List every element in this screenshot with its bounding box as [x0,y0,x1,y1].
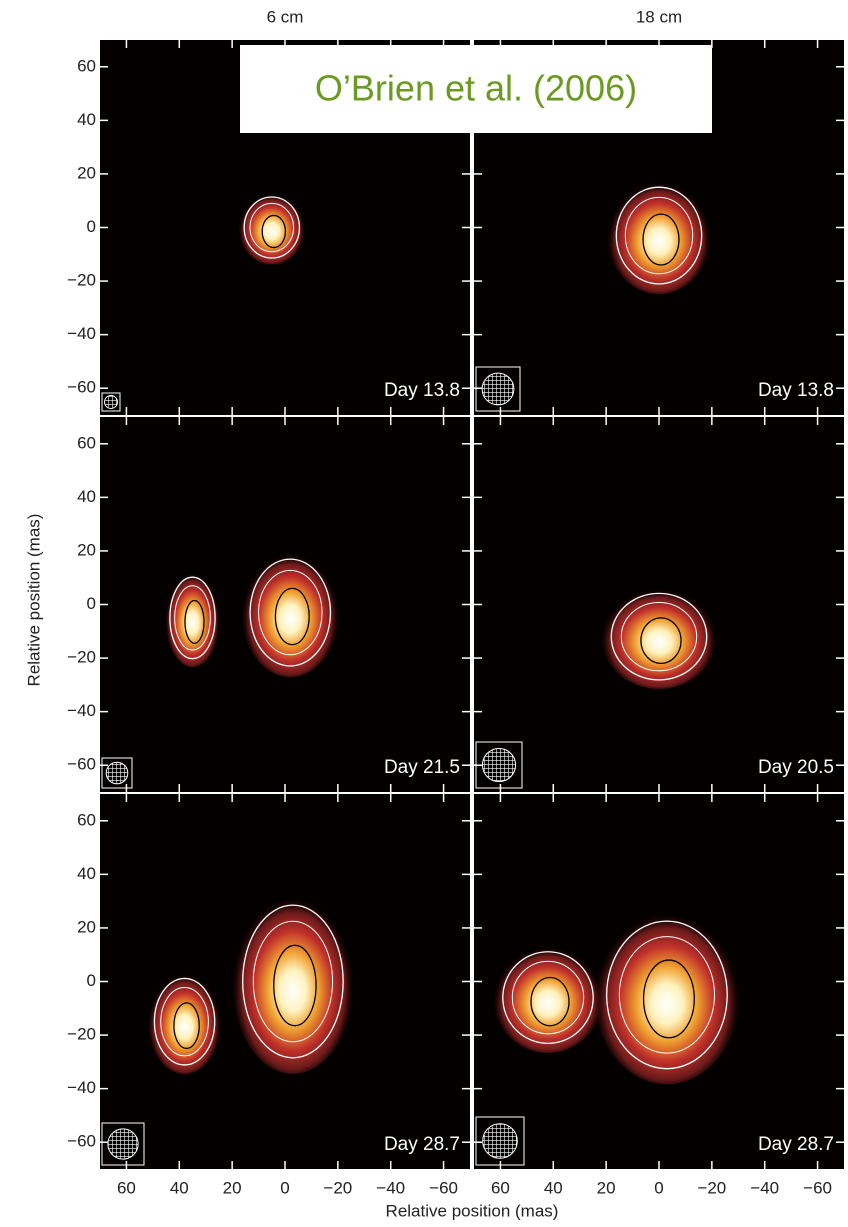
y-tick-label: 20 [77,917,96,936]
x-axis-label: Relative position (mas) [386,1201,559,1220]
contour [615,186,703,285]
contour [174,585,211,651]
contour [618,936,716,1054]
beam-box [101,1122,145,1166]
contour [249,202,295,253]
beam-box [101,392,121,412]
contour [606,920,728,1070]
emission [493,942,603,1054]
x-tick-label: −20 [323,1178,352,1197]
beam [481,372,515,406]
contour [511,960,585,1035]
y-tick-label: −60 [67,378,96,397]
panel: Day 28.7 [474,794,844,1169]
emission [601,584,717,690]
y-tick-label: −40 [67,701,96,720]
contour [169,576,216,660]
contour [502,951,594,1045]
contour [640,617,682,665]
contour [242,904,344,1059]
column-title: 6 cm [267,7,304,26]
y-tick-label: −60 [67,755,96,774]
contour [261,214,287,249]
contour [620,601,698,672]
panel: Day 20.5 [474,417,844,792]
y-tick-label: −40 [67,324,96,343]
contour [642,213,680,266]
y-tick-label: 40 [77,487,96,506]
contour [243,196,301,259]
column-title: 18 cm [636,7,682,26]
emission [165,568,220,668]
contour [160,987,209,1057]
panel: Day 21.5 [100,417,470,792]
emission [232,889,354,1074]
beam [107,1128,139,1160]
x-tick-label: 0 [654,1178,663,1197]
contour [530,976,570,1027]
y-tick-label: 20 [77,163,96,182]
emission [238,190,306,265]
y-axis-label: Relative position (mas) [24,514,43,687]
y-tick-label: −40 [67,1078,96,1097]
day-label: Day 13.8 [384,380,460,401]
day-label: Day 28.7 [758,1134,834,1155]
contour [252,920,334,1043]
x-tick-label: 40 [170,1178,189,1197]
emission [593,905,740,1085]
y-tick-label: 60 [77,433,96,452]
panels: Day 13.8 Day 13.8 Day 21.5 Day 20.5 Day 28.7… [100,40,844,1169]
x-tick-label: 0 [280,1178,289,1197]
x-tick-label: −40 [376,1178,405,1197]
contour [173,1002,200,1050]
contour [273,944,317,1027]
x-tick-label: 60 [117,1178,136,1197]
y-tick-label: 0 [87,217,96,236]
x-tick-label: −60 [429,1178,458,1197]
contour [249,558,332,667]
y-tick-label: 40 [77,864,96,883]
panel: Day 28.7 [100,794,470,1169]
emission [148,969,222,1075]
beam [105,761,129,785]
contour [274,587,310,646]
y-tick-label: −20 [67,271,96,290]
x-tick-label: −20 [697,1178,726,1197]
beam [482,1123,518,1159]
contour [184,599,205,644]
y-tick-label: −20 [67,1025,96,1044]
x-tick-label: 60 [491,1178,510,1197]
x-tick-label: 20 [223,1178,242,1197]
y-tick-label: −60 [67,1132,96,1151]
contour [610,592,708,681]
y-tick-label: 60 [77,810,96,829]
y-tick-label: −20 [67,648,96,667]
x-tick-label: 40 [544,1178,563,1197]
contour [624,196,694,275]
y-tick-label: 40 [77,110,96,129]
y-tick-label: 0 [87,594,96,613]
beam-box [475,366,521,412]
y-tick-label: 0 [87,971,96,990]
annotation: O’Brien et al. (2006) [315,68,637,109]
contour [153,977,216,1066]
day-label: Day 13.8 [758,380,834,401]
day-label: Day 20.5 [758,757,834,778]
y-tick-label: 20 [77,540,96,559]
x-tick-label: −40 [750,1178,779,1197]
emission [241,547,339,678]
x-tick-label: −60 [803,1178,832,1197]
day-label: Day 21.5 [384,757,460,778]
contour [258,569,323,656]
beam [481,747,517,783]
beam [104,395,118,409]
y-tick-label: 60 [77,56,96,75]
contour [642,959,695,1039]
x-tick-label: 20 [597,1178,616,1197]
annotation-box [240,45,712,133]
day-label: Day 28.7 [384,1134,460,1155]
beam-box [101,757,133,789]
emission [607,177,711,295]
